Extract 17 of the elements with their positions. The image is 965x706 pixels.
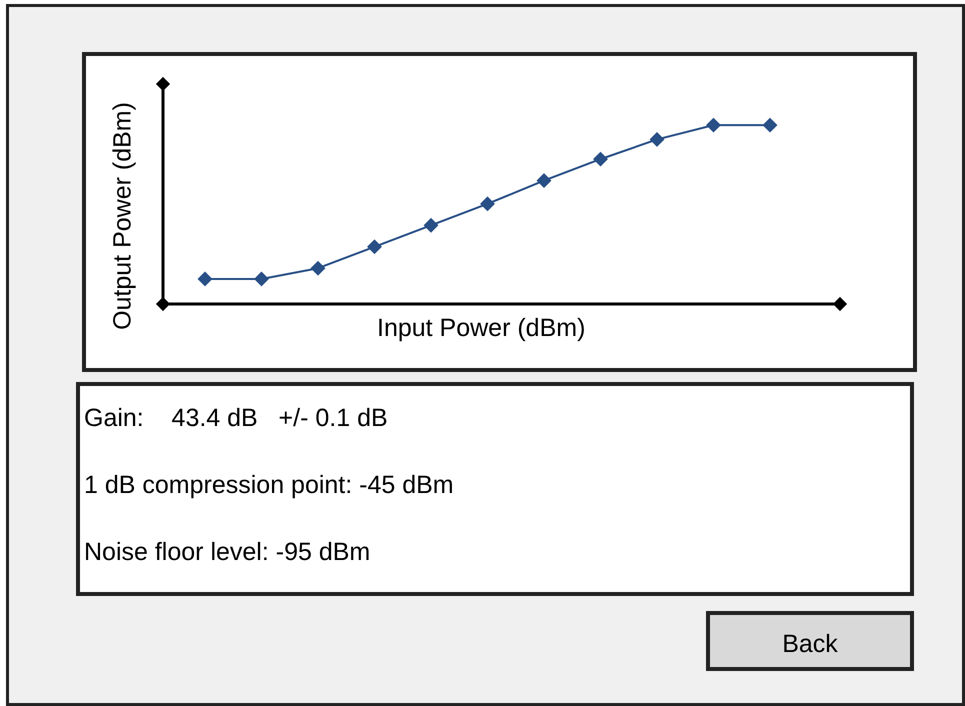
point [198, 272, 212, 286]
point [311, 261, 325, 276]
point [763, 118, 777, 132]
point [424, 218, 438, 232]
y-axis-title: Output Power (dBm) [108, 102, 138, 330]
point [594, 152, 608, 166]
point [706, 118, 720, 132]
x-axis-title: Input Power (dBm) [377, 314, 586, 343]
point [254, 272, 268, 286]
point [480, 196, 494, 211]
text: Back [706, 611, 914, 671]
text: Noise floor level: -95 dBm [84, 538, 370, 567]
point [368, 240, 382, 254]
point [537, 174, 551, 188]
text: 1 dB compression point: -45 dBm [84, 471, 454, 500]
text: Gain: 43.4 dB +/- 0.1 dB [84, 404, 388, 433]
point [650, 132, 664, 146]
